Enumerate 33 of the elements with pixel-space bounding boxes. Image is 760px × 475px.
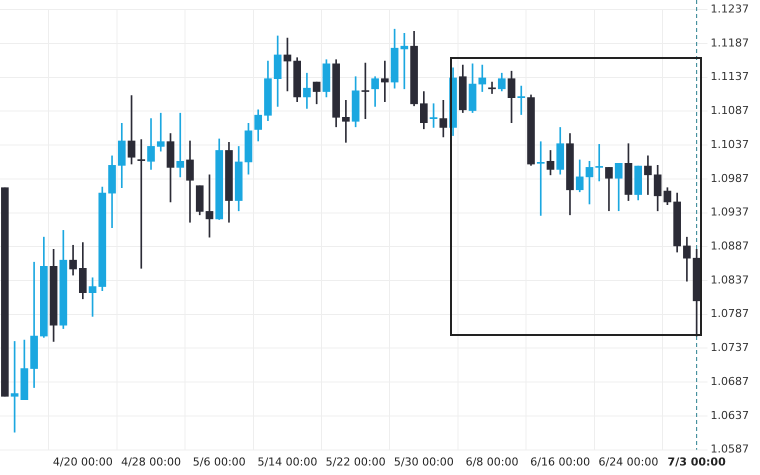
y-tick-label: 1.0687 [710,374,750,388]
x-tick-label: 4/20 00:00 [52,455,113,468]
x-tick-label: 5/30 00:00 [394,455,454,468]
candlestick [644,156,652,195]
x-tick-label: 6/8 00:00 [466,455,518,468]
y-tick-label: 1.0887 [710,239,750,252]
x-tick-label: 4/28 00:00 [121,455,181,468]
y-tick-label: 1.0787 [710,307,750,320]
y-tick-label: 1.1087 [710,104,750,118]
candlestick [206,174,214,238]
y-tick-label: 1.1037 [710,138,750,151]
candlestick [128,95,136,164]
y-tick-label: 1.0937 [710,206,750,219]
candlestick [430,103,438,128]
y-tick-label: 1.0637 [710,408,750,422]
y-tick-label: 1.0587 [710,442,750,456]
candlestick [586,160,594,204]
x-tick-label: 5/22 00:00 [326,455,386,468]
y-tick-label: 1.1237 [710,2,750,16]
y-tick-label: 1.1187 [710,36,750,50]
candlestick [284,38,292,92]
x-tick-label: 5/6 00:00 [192,455,246,468]
y-tick-label: 1.0737 [710,341,750,354]
y-tick-label: 1.0837 [710,273,750,286]
x-tick-label: 7/3 00:00 [668,455,726,468]
candlestick [488,82,496,94]
x-tick-label: 6/24 00:00 [598,455,658,468]
candlestick [186,140,194,223]
y-tick-label: 1.1137 [710,70,750,84]
y-tick-label: 1.0987 [710,172,750,185]
candlestick [88,277,96,317]
x-tick-label: 6/16 00:00 [530,455,590,468]
x-tick-label: 5/14 00:00 [257,455,318,468]
